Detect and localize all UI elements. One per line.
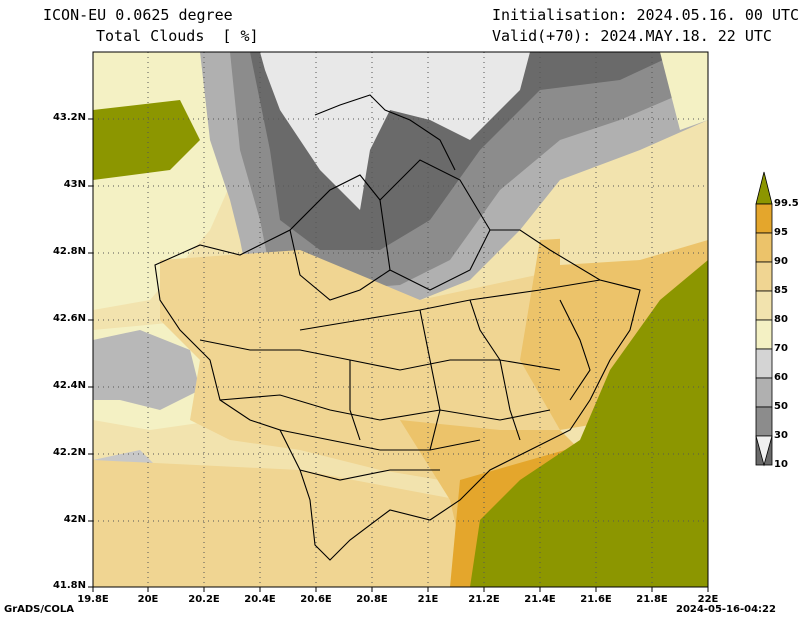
colorbar-label: 85 xyxy=(774,285,788,296)
colorbar-swatch xyxy=(755,319,773,350)
colorbar-swatch xyxy=(755,290,773,321)
colorbar-label: 90 xyxy=(774,256,788,267)
field-title: Total Clouds [ %] xyxy=(96,27,259,45)
y-tick-label: 42.6N xyxy=(52,313,86,324)
x-tick-label: 20.6E xyxy=(300,594,332,605)
y-tick-label: 42.8N xyxy=(52,246,86,257)
colorbar-label: 70 xyxy=(774,343,788,354)
y-tick-label: 42N xyxy=(63,514,86,525)
colorbar-swatch xyxy=(755,203,773,234)
x-tick-label: 21.6E xyxy=(580,594,612,605)
colorbar-label: 50 xyxy=(774,401,788,412)
colorbar-label: 30 xyxy=(774,430,788,441)
x-tick-label: 20E xyxy=(137,594,159,605)
y-tick-label: 43.2N xyxy=(52,112,86,123)
colorbar-label: 10 xyxy=(774,459,788,470)
colorbar-label: 80 xyxy=(774,314,788,325)
colorbar-label: 95 xyxy=(774,227,788,238)
graticule xyxy=(93,52,708,587)
y-tick-label: 42.2N xyxy=(52,447,86,458)
valid-time: Valid(+70): 2024.MAY.18. 22 UTC xyxy=(492,27,772,45)
colorbar xyxy=(755,171,773,467)
cloud-field xyxy=(93,52,708,587)
generated-timestamp: 2024-05-16-04:22 xyxy=(676,604,776,615)
colorbar-swatch xyxy=(755,348,773,379)
borders xyxy=(154,94,641,561)
software-credit: GrADS/COLA xyxy=(4,604,74,615)
x-tick-label: 21E xyxy=(417,594,439,605)
x-tick-label: 21.2E xyxy=(468,594,500,605)
x-tick-label: 21.8E xyxy=(636,594,668,605)
y-tick-label: 42.4N xyxy=(52,380,86,391)
colorbar-label: 99.5 xyxy=(774,198,799,209)
colorbar-swatch xyxy=(755,377,773,408)
x-tick-label: 19.8E xyxy=(77,594,109,605)
colorbar-top-arrow xyxy=(755,171,773,205)
y-tick-label: 41.8N xyxy=(52,580,86,591)
x-tick-label: 20.2E xyxy=(188,594,220,605)
x-tick-label: 21.4E xyxy=(524,594,556,605)
colorbar-bottom-arrow xyxy=(755,435,773,467)
axis-ticks xyxy=(88,118,709,592)
colorbar-swatch xyxy=(755,406,773,437)
x-tick-label: 20.8E xyxy=(356,594,388,605)
init-time: Initialisation: 2024.05.16. 00 UTC xyxy=(492,6,800,24)
x-tick-label: 20.4E xyxy=(244,594,276,605)
colorbar-label: 60 xyxy=(774,372,788,383)
model-title: ICON-EU 0.0625 degree xyxy=(43,6,233,24)
y-tick-label: 43N xyxy=(63,179,86,190)
colorbar-swatch xyxy=(755,261,773,292)
colorbar-swatch xyxy=(755,232,773,263)
x-tick-label: 22E xyxy=(697,594,719,605)
